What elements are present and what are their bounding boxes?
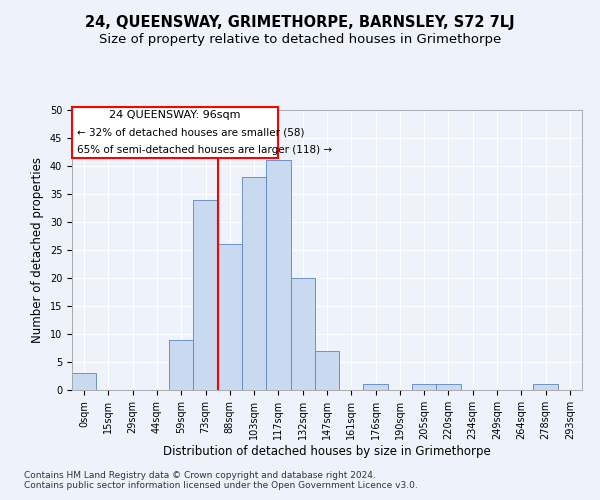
Text: Contains HM Land Registry data © Crown copyright and database right 2024.: Contains HM Land Registry data © Crown c… (24, 471, 376, 480)
Bar (364, 384, 388, 390)
Text: 24 QUEENSWAY: 96sqm: 24 QUEENSWAY: 96sqm (109, 110, 241, 120)
Text: ← 32% of detached houses are smaller (58): ← 32% of detached houses are smaller (58… (77, 128, 305, 138)
Text: 24, QUEENSWAY, GRIMETHORPE, BARNSLEY, S72 7LJ: 24, QUEENSWAY, GRIMETHORPE, BARNSLEY, S7… (85, 15, 515, 30)
Bar (266, 160, 290, 390)
Bar (290, 278, 315, 390)
Bar (436, 384, 461, 390)
Bar (169, 340, 193, 390)
Text: Contains public sector information licensed under the Open Government Licence v3: Contains public sector information licen… (24, 481, 418, 490)
Text: Size of property relative to detached houses in Grimethorpe: Size of property relative to detached ho… (99, 32, 501, 46)
FancyBboxPatch shape (72, 107, 278, 158)
Bar (72, 373, 96, 390)
Bar (533, 384, 558, 390)
Text: 65% of semi-detached houses are larger (118) →: 65% of semi-detached houses are larger (… (77, 145, 332, 155)
X-axis label: Distribution of detached houses by size in Grimethorpe: Distribution of detached houses by size … (163, 444, 491, 458)
Bar (412, 384, 436, 390)
Bar (218, 244, 242, 390)
Bar (193, 200, 218, 390)
Bar (315, 351, 339, 390)
Bar (242, 177, 266, 390)
Y-axis label: Number of detached properties: Number of detached properties (31, 157, 44, 343)
